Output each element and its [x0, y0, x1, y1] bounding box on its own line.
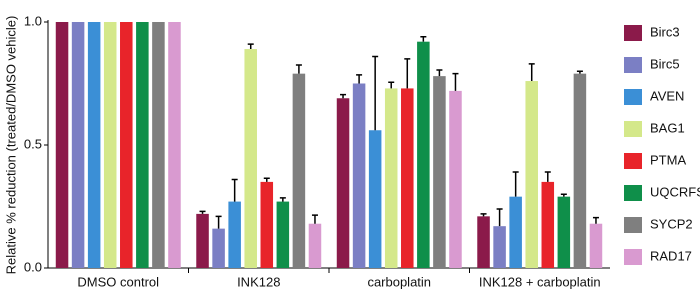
legend-label: SYCP2: [650, 216, 693, 231]
legend-label: BAG1: [650, 120, 685, 135]
legend-label: RAD17: [650, 248, 692, 263]
y-tick-label: 1.0: [24, 13, 42, 28]
bar: [477, 216, 490, 268]
bar: [336, 98, 350, 268]
bar: [509, 196, 522, 268]
error-bar: [372, 55, 379, 131]
error-bar: [512, 171, 519, 197]
bar: [260, 181, 274, 268]
bar: [196, 213, 209, 268]
bar: [417, 41, 430, 269]
bar: [244, 49, 257, 269]
bar: [352, 83, 366, 268]
error-bar: [420, 36, 427, 42]
error-bar: [356, 74, 363, 84]
error-bar: [295, 64, 302, 74]
bar: [368, 130, 382, 268]
error-bar: [199, 210, 206, 214]
error-bar: [340, 93, 347, 99]
y-tick-label: 0.0: [24, 259, 42, 274]
error-bar: [560, 193, 567, 197]
bar: [493, 226, 506, 268]
bar: [276, 201, 290, 268]
legend-swatch: [624, 57, 642, 73]
legend-swatch: [624, 153, 642, 169]
legend-label: PTMA: [650, 152, 686, 167]
x-tick-label: INK128: [237, 274, 280, 289]
bar: [103, 22, 117, 268]
y-axis-label: Relative % reduction (treated/DMSO vehic…: [3, 16, 18, 275]
error-bar: [263, 177, 270, 182]
bar: [384, 88, 398, 268]
legend-label: Birc3: [650, 24, 680, 39]
bar: [433, 76, 446, 269]
legend-label: Birc5: [650, 56, 680, 71]
y-tick-label: 0.5: [24, 136, 42, 151]
error-bar: [247, 43, 254, 50]
bar: [120, 22, 133, 268]
error-bar: [452, 72, 459, 91]
error-bar: [544, 171, 551, 182]
error-bar: [496, 208, 503, 227]
legend-swatch: [624, 185, 642, 201]
legend-swatch: [624, 217, 642, 233]
bar: [228, 201, 241, 268]
error-bar: [215, 215, 222, 229]
legend-label: UQCRFS1: [650, 184, 700, 199]
error-bar: [592, 216, 599, 224]
x-tick-label: INK128 + carboplatin: [479, 274, 601, 289]
bar: [589, 223, 603, 268]
bar: [308, 223, 322, 268]
error-bar: [576, 70, 583, 74]
bar: [525, 81, 538, 268]
legend-swatch: [624, 249, 642, 265]
error-bar: [311, 214, 318, 224]
bar: [557, 196, 571, 268]
bar: [168, 22, 181, 268]
x-tick-label: carboplatin: [367, 274, 431, 289]
bar: [152, 22, 165, 268]
legend-swatch: [624, 89, 642, 105]
bar: [55, 22, 69, 268]
bar: [541, 181, 555, 268]
legend-swatch: [624, 25, 642, 41]
bar: [87, 22, 101, 268]
bar: [292, 73, 306, 268]
legend-label: AVEN: [650, 88, 684, 103]
error-bar: [480, 213, 487, 217]
error-bar: [231, 178, 238, 202]
bar: [573, 73, 587, 268]
error-bar: [279, 197, 286, 202]
error-bar: [528, 63, 535, 82]
error-bar: [404, 58, 411, 89]
bar: [136, 22, 149, 268]
error-bar: [436, 69, 443, 77]
error-bar: [388, 81, 395, 89]
bar: [71, 22, 85, 268]
x-tick-label: DMSO control: [77, 274, 159, 289]
bar: [401, 88, 414, 268]
legend-swatch: [624, 121, 642, 137]
bar: [449, 90, 462, 268]
bar: [212, 228, 225, 268]
